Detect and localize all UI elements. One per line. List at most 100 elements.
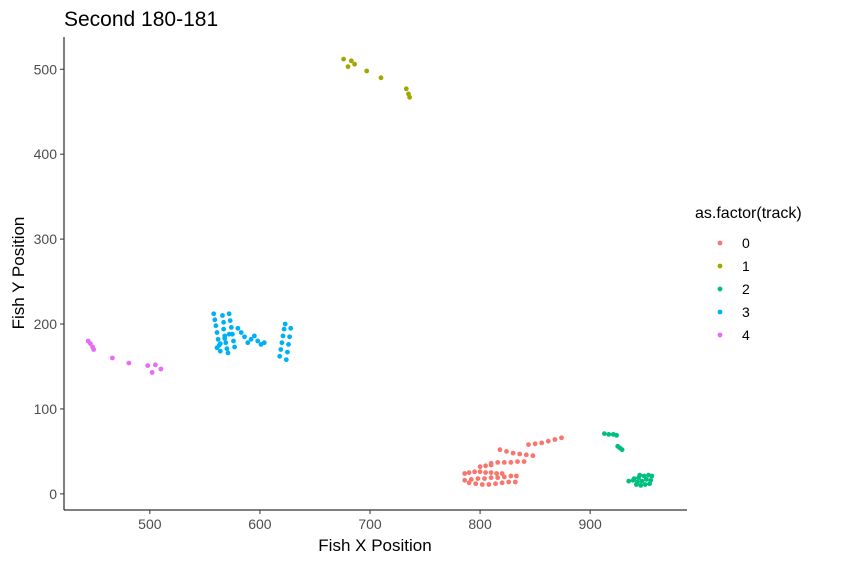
data-point xyxy=(126,360,132,366)
legend-label: 2 xyxy=(742,281,750,297)
legend-label: 4 xyxy=(742,327,750,343)
series-0 xyxy=(462,435,564,487)
data-point xyxy=(282,321,288,327)
data-point xyxy=(631,476,637,481)
data-point xyxy=(279,340,285,346)
x-tick-label: 500 xyxy=(138,516,162,532)
legend-item-4: 4 xyxy=(717,327,750,343)
data-point xyxy=(281,326,287,332)
data-point xyxy=(221,326,227,332)
data-point xyxy=(252,333,257,339)
data-point xyxy=(214,345,220,351)
series-4 xyxy=(85,338,164,375)
chart-title: Second 180-181 xyxy=(64,8,218,31)
data-point xyxy=(232,344,238,350)
data-point xyxy=(501,474,507,480)
data-point xyxy=(643,477,649,482)
data-point xyxy=(506,479,512,485)
data-point xyxy=(634,482,639,487)
data-point xyxy=(493,481,498,487)
data-point xyxy=(539,440,545,446)
data-point xyxy=(486,482,492,487)
y-tick-label: 400 xyxy=(34,146,58,162)
data-point xyxy=(220,313,225,318)
y-tick-label: 300 xyxy=(34,231,58,247)
data-point xyxy=(488,470,494,475)
data-point xyxy=(523,452,529,458)
data-point xyxy=(501,460,507,465)
data-point xyxy=(217,348,223,354)
y-tick-label: 500 xyxy=(34,61,58,77)
data-point xyxy=(91,347,97,352)
data-point xyxy=(280,333,286,339)
data-point xyxy=(614,432,619,438)
x-tick-label: 800 xyxy=(468,516,492,532)
data-point xyxy=(215,336,221,342)
data-point xyxy=(277,353,283,359)
data-point xyxy=(223,340,229,346)
data-point xyxy=(466,470,472,475)
data-point xyxy=(286,342,291,347)
data-point xyxy=(477,469,483,475)
data-point xyxy=(378,75,384,81)
data-point xyxy=(212,317,218,323)
y-tick-label: 200 xyxy=(34,316,58,332)
data-point xyxy=(230,331,235,337)
legend-item-3: 3 xyxy=(717,304,750,320)
legend-items: 0 1 2 3 4 xyxy=(717,235,750,343)
legend-label: 1 xyxy=(742,258,750,274)
data-point xyxy=(488,462,494,468)
data-point xyxy=(255,338,261,344)
data-point xyxy=(638,483,644,488)
data-point xyxy=(466,480,472,486)
data-point xyxy=(479,482,485,487)
data-point xyxy=(530,453,536,459)
data-point xyxy=(224,346,230,352)
y-axis-ticks: 0 100 200 300 400 500 xyxy=(34,61,64,502)
y-axis-title: Fish Y Position xyxy=(9,217,28,330)
data-point xyxy=(497,447,503,453)
data-point xyxy=(403,86,409,92)
series-2 xyxy=(602,431,655,488)
data-point xyxy=(515,459,520,464)
data-point xyxy=(211,311,217,317)
data-point xyxy=(512,479,518,485)
data-point xyxy=(364,68,370,74)
data-point xyxy=(514,473,519,479)
data-point xyxy=(647,481,652,487)
data-point xyxy=(231,338,236,344)
legend-key xyxy=(717,240,723,246)
legend-key xyxy=(717,332,723,338)
legend-item-0: 0 xyxy=(717,235,750,251)
data-point xyxy=(619,447,625,453)
data-point xyxy=(559,435,564,441)
data-point xyxy=(626,478,632,484)
x-axis-ticks: 500 600 700 800 900 xyxy=(138,510,602,532)
data-point xyxy=(508,473,514,479)
data-point xyxy=(552,437,558,442)
data-point xyxy=(348,58,354,64)
data-point xyxy=(248,336,254,342)
x-tick-label: 600 xyxy=(248,516,272,532)
data-point xyxy=(407,94,412,100)
legend: as.factor(track) 0 1 2 3 4 xyxy=(695,205,802,343)
data-point xyxy=(473,481,479,487)
data-point xyxy=(145,363,151,368)
data-point xyxy=(225,350,231,356)
data-point xyxy=(639,478,645,484)
data-point xyxy=(228,325,234,330)
data-point xyxy=(499,480,505,486)
data-point xyxy=(222,336,228,341)
data-point xyxy=(110,355,115,361)
data-point xyxy=(462,477,468,483)
legend-label: 3 xyxy=(742,304,750,320)
data-point xyxy=(217,341,223,346)
data-point xyxy=(242,334,247,340)
x-tick-label: 700 xyxy=(358,516,382,532)
plot-area xyxy=(85,56,655,488)
legend-key xyxy=(717,309,723,315)
data-point xyxy=(213,323,219,329)
data-point xyxy=(483,463,488,469)
data-point xyxy=(238,330,244,335)
data-point xyxy=(88,341,93,346)
